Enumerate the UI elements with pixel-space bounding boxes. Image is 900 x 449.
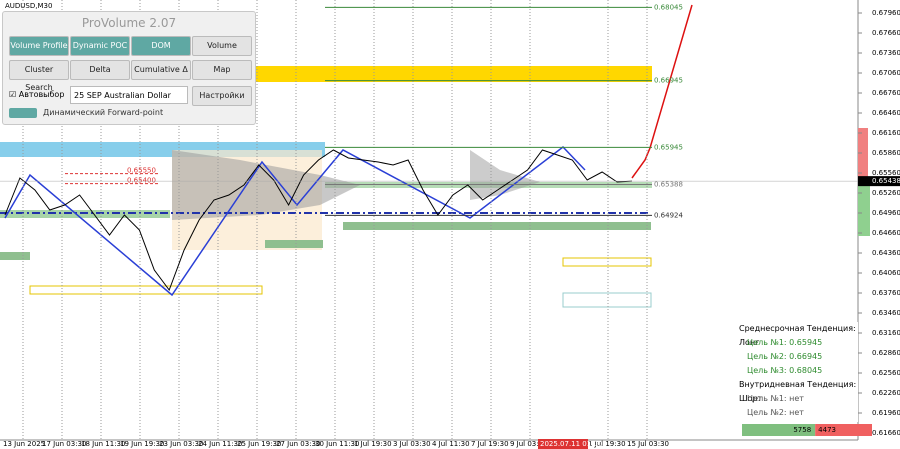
time-highlight-label: 2025.07.11 01:00 bbox=[540, 440, 602, 448]
time-label: 23 Jun 03:30 bbox=[159, 440, 203, 448]
level-label: 0.68045 bbox=[654, 3, 683, 11]
volume-profile bbox=[172, 150, 360, 220]
y-tick-label: 0.64960 bbox=[872, 209, 900, 217]
y-tick-label: 0.65260 bbox=[872, 189, 900, 197]
zone-outline bbox=[562, 257, 652, 267]
level-label: 0.66945 bbox=[654, 77, 683, 85]
time-label: 15 Jul 03:30 bbox=[627, 440, 669, 448]
y-tick-label: 0.64660 bbox=[872, 229, 900, 237]
time-label: 18 Jun 11:30 bbox=[81, 440, 125, 448]
forecast-line: Цель №3: 0.68045 bbox=[747, 366, 823, 375]
time-label: 17 Jun 03:30 bbox=[42, 440, 86, 448]
symbol: AUDUSD,M30 bbox=[5, 2, 52, 10]
time-label: 1 Jul 19:30 bbox=[588, 440, 626, 448]
zone-green bbox=[265, 240, 323, 248]
forecast-line: Цель №2: нет bbox=[747, 408, 804, 417]
y-tick-label: 0.61660 bbox=[872, 429, 900, 437]
button[interactable]: Volume bbox=[192, 36, 252, 56]
zone-green bbox=[0, 252, 30, 260]
button[interactable]: Cumulative Δ bbox=[131, 60, 191, 80]
y-tick-label: 0.65860 bbox=[872, 149, 900, 157]
toggle-label: Динамический Forward-point bbox=[43, 108, 164, 117]
y-tick-label: 0.62860 bbox=[872, 349, 900, 357]
time-label: 30 Jun 11:30 bbox=[315, 440, 359, 448]
time-label: 3 Jul 03:30 bbox=[393, 440, 431, 448]
time-label: 4 Jul 11:30 bbox=[432, 440, 470, 448]
time-label: 1 Jul 19:30 bbox=[354, 440, 392, 448]
button[interactable]: Delta bbox=[70, 60, 130, 80]
zone-yellow bbox=[255, 66, 652, 82]
y-tick-label: 0.67660 bbox=[872, 29, 900, 37]
time-label: 9 Jul 03:30 bbox=[510, 440, 548, 448]
y-tick-label: 0.67060 bbox=[872, 69, 900, 77]
forecast-line: Цель №2: 0.66945 bbox=[747, 352, 823, 361]
button[interactable]: Настройки bbox=[192, 86, 252, 106]
y-tick-label: 0.66760 bbox=[872, 89, 900, 97]
time-label: 24 Jun 11:30 bbox=[198, 440, 242, 448]
level-label: 0.65945 bbox=[654, 143, 683, 151]
small-label: 0.65400 bbox=[127, 177, 156, 185]
zigzag bbox=[4, 145, 586, 297]
zone-green bbox=[343, 222, 651, 230]
time-label: 13 Jun 2025 bbox=[3, 440, 45, 448]
y-tick-label: 0.67360 bbox=[872, 49, 900, 57]
sell-volume bbox=[815, 424, 872, 436]
y-tick-label: 0.67960 bbox=[872, 9, 900, 17]
checkbox-label: Автовыбор bbox=[18, 90, 65, 99]
y-tick-label: 0.66460 bbox=[872, 109, 900, 117]
buy-volume-label: 5758 bbox=[793, 426, 811, 434]
forecast-line: Внутридневная Тенденция: Шорт bbox=[739, 380, 857, 403]
buy-volume bbox=[742, 424, 816, 436]
level-label: 0.65388 bbox=[654, 180, 683, 188]
forecast-line: Среднесрочная Тенденция: Лонг bbox=[739, 324, 856, 347]
forecast-line: Цель №1: 0.65945 bbox=[747, 338, 823, 347]
zone-outline bbox=[29, 285, 263, 295]
y-tick-label: 0.64360 bbox=[872, 249, 900, 257]
time-label: 25 Jun 19:30 bbox=[237, 440, 281, 448]
small-label: 0.65550 bbox=[127, 167, 156, 175]
y-tick-label: 0.62260 bbox=[872, 389, 900, 397]
y-tick-label: 0.63760 bbox=[872, 289, 900, 297]
checkbox[interactable]: ☑ Автовыбор bbox=[9, 90, 65, 99]
volume-profile bbox=[470, 150, 540, 200]
side-volume-red bbox=[858, 128, 868, 180]
side-volume-green bbox=[858, 183, 870, 236]
provolume-panel: ProVolume 2.07 Volume Profile Dynamic PO… bbox=[2, 11, 256, 125]
button[interactable]: Dynamic POC bbox=[70, 36, 130, 56]
time-label: 19 Jun 19:30 bbox=[120, 440, 164, 448]
forecast-line bbox=[631, 4, 693, 179]
sell-volume-label: 4473 bbox=[818, 426, 836, 434]
button[interactable]: Cluster Search bbox=[9, 60, 69, 92]
y-tick-label: 0.65560 bbox=[872, 169, 900, 177]
level-label: 0.64924 bbox=[654, 211, 683, 219]
forecast-line: Цель №1: нет bbox=[747, 394, 804, 403]
time-label: 27 Jun 03:30 bbox=[276, 440, 320, 448]
instrument: 25 SEP Australian Dollar bbox=[74, 91, 171, 100]
y-tick-label: 0.63160 bbox=[872, 329, 900, 337]
y-tick-label: 0.61960 bbox=[872, 409, 900, 417]
panel-title: ProVolume 2.07 bbox=[81, 16, 177, 30]
time-highlight bbox=[538, 439, 588, 449]
time-label: 7 Jul 19:30 bbox=[471, 440, 509, 448]
button[interactable]: Volume Profile bbox=[9, 36, 69, 56]
current-price-box bbox=[858, 176, 900, 187]
toggle[interactable] bbox=[9, 108, 37, 118]
forecast-box: Среднесрочная Тенденция: Лонг Цель №1: 0… bbox=[735, 322, 858, 422]
y-tick-label: 0.66160 bbox=[872, 129, 900, 137]
y-tick-label: 0.64060 bbox=[872, 269, 900, 277]
instrument-select[interactable]: 25 SEP Australian Dollar bbox=[70, 86, 188, 104]
y-tick-label: 0.63460 bbox=[872, 309, 900, 317]
price-line bbox=[4, 149, 633, 292]
button[interactable]: Map bbox=[192, 60, 252, 80]
current-price: 0.65438 bbox=[872, 177, 900, 185]
zone-outline bbox=[562, 292, 652, 308]
button[interactable]: DOM bbox=[131, 36, 191, 56]
y-tick-label: 0.62560 bbox=[872, 369, 900, 377]
